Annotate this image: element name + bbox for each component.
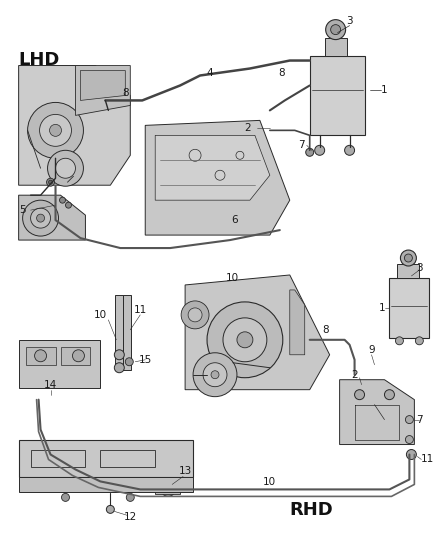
Text: LHD: LHD [19, 51, 60, 69]
Text: 7: 7 [298, 140, 305, 150]
Circle shape [396, 337, 403, 345]
Text: 2: 2 [351, 370, 358, 379]
Bar [25, 347, 56, 365]
Circle shape [385, 390, 395, 400]
Text: 13: 13 [178, 466, 192, 477]
Circle shape [48, 150, 83, 186]
Circle shape [223, 318, 267, 362]
Circle shape [314, 146, 325, 155]
Text: 10: 10 [94, 310, 107, 320]
Polygon shape [290, 290, 305, 355]
Circle shape [193, 353, 237, 397]
Bar [124, 295, 131, 370]
Bar [397, 264, 419, 278]
Bar [19, 340, 100, 387]
Circle shape [181, 301, 209, 329]
Text: 14: 14 [44, 379, 57, 390]
Circle shape [49, 124, 61, 136]
Circle shape [406, 435, 413, 443]
Circle shape [28, 102, 83, 158]
Text: 8: 8 [322, 325, 329, 335]
Circle shape [39, 115, 71, 147]
Text: 5: 5 [19, 205, 26, 215]
Circle shape [56, 158, 75, 178]
Text: 8: 8 [122, 88, 129, 99]
Circle shape [125, 358, 133, 366]
Circle shape [126, 494, 134, 502]
Circle shape [61, 494, 70, 502]
Circle shape [331, 25, 341, 35]
Text: 7: 7 [416, 415, 423, 425]
Text: 1: 1 [379, 303, 386, 313]
Circle shape [164, 486, 172, 494]
Bar [115, 295, 124, 370]
Circle shape [203, 363, 227, 386]
Bar [325, 38, 346, 55]
Bar [100, 449, 155, 467]
Circle shape [404, 254, 413, 262]
Text: 6: 6 [232, 215, 238, 225]
Text: 1: 1 [381, 85, 388, 95]
Text: 9: 9 [368, 345, 375, 355]
Polygon shape [339, 379, 414, 445]
Circle shape [72, 350, 85, 362]
Text: 11: 11 [134, 305, 147, 315]
Circle shape [60, 197, 66, 203]
Polygon shape [81, 70, 125, 100]
Circle shape [66, 202, 71, 208]
Circle shape [37, 214, 45, 222]
Polygon shape [75, 66, 130, 116]
Text: 4: 4 [207, 68, 213, 77]
Circle shape [161, 482, 175, 496]
Polygon shape [19, 195, 85, 240]
Text: 3: 3 [416, 263, 423, 273]
Circle shape [326, 20, 346, 39]
Circle shape [31, 208, 50, 228]
Bar [31, 449, 85, 467]
Circle shape [46, 178, 54, 186]
Circle shape [49, 180, 53, 184]
Circle shape [406, 449, 417, 459]
Bar [19, 478, 193, 492]
Text: 8: 8 [279, 68, 285, 77]
Circle shape [114, 350, 124, 360]
Circle shape [207, 302, 283, 378]
Bar [155, 484, 180, 495]
Text: 3: 3 [346, 15, 353, 26]
Text: 2: 2 [244, 123, 251, 133]
Circle shape [106, 505, 114, 513]
Polygon shape [145, 120, 290, 235]
Circle shape [237, 332, 253, 348]
Text: 11: 11 [421, 455, 434, 464]
Circle shape [345, 146, 355, 155]
Circle shape [400, 250, 417, 266]
Bar [19, 440, 193, 478]
Text: 12: 12 [124, 512, 137, 522]
Text: 10: 10 [226, 273, 239, 283]
Circle shape [211, 371, 219, 379]
Circle shape [35, 350, 46, 362]
Circle shape [406, 416, 413, 424]
Circle shape [306, 148, 314, 156]
Text: 15: 15 [138, 355, 152, 365]
Bar [60, 347, 90, 365]
Bar [389, 278, 429, 338]
Circle shape [355, 390, 364, 400]
Polygon shape [155, 135, 270, 200]
Text: 10: 10 [263, 478, 276, 488]
Bar [310, 55, 364, 135]
Circle shape [188, 308, 202, 322]
Polygon shape [19, 66, 130, 185]
Text: RHD: RHD [290, 502, 333, 519]
Circle shape [415, 337, 424, 345]
Circle shape [114, 363, 124, 373]
Circle shape [23, 200, 59, 236]
Polygon shape [185, 275, 330, 390]
